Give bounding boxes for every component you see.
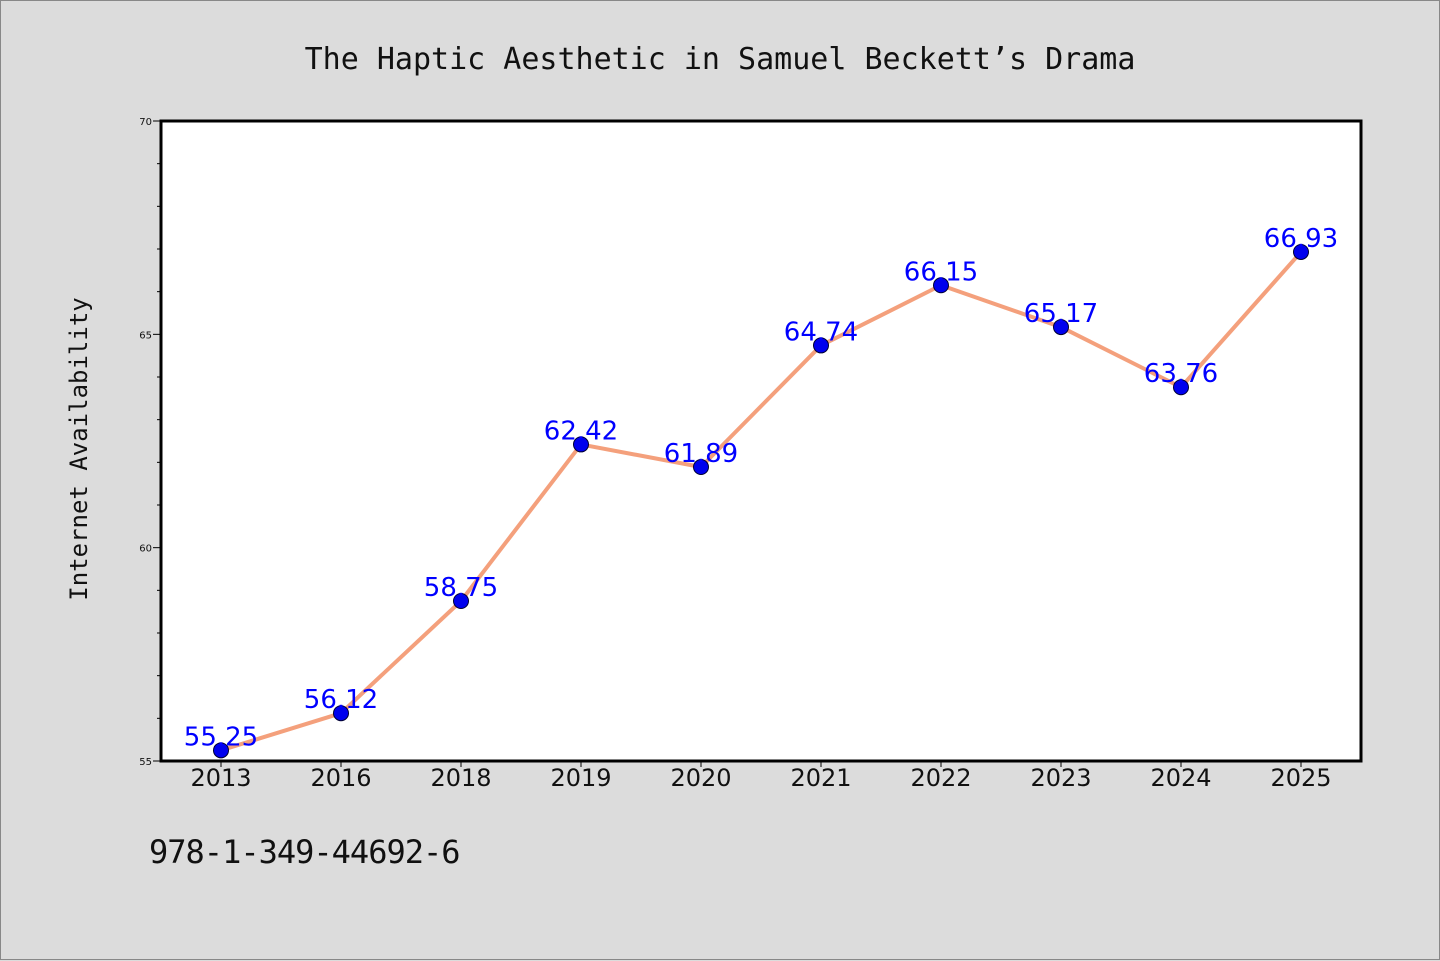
data-label: 65.17 [1024, 299, 1098, 329]
x-axis: 2013 2016 2018 2019 2020 2021 2022 2023 2024 2025 [190, 761, 1332, 792]
data-point [333, 705, 349, 722]
y-tick-label: 65 [139, 330, 152, 341]
data-label: 63.76 [1144, 359, 1218, 389]
data-point [813, 337, 829, 354]
x-tick-label: 2021 [790, 764, 851, 792]
data-label: 66.93 [1264, 224, 1338, 254]
x-tick-label: 2024 [1150, 764, 1211, 792]
y-axis-label: Internet Availability [65, 297, 93, 600]
data-label: 56.12 [304, 685, 378, 715]
series-line [220, 250, 1303, 753]
y-axis: 55 60 65 70 [139, 117, 161, 768]
data-label: 62.42 [544, 416, 618, 446]
data-point [933, 277, 949, 294]
data-label: 64.74 [784, 317, 858, 347]
data-point [693, 459, 709, 476]
x-tick-label: 2023 [1030, 764, 1091, 792]
data-label: 66.15 [904, 257, 978, 287]
data-label: 61.89 [664, 439, 738, 469]
chart-title: The Haptic Aesthetic in Samuel Beckett’s… [305, 42, 1136, 77]
data-point [453, 593, 469, 609]
data-label: 58.75 [424, 573, 498, 603]
data-label: 55.25 [184, 722, 258, 752]
x-tick-label: 2020 [670, 764, 731, 792]
y-tick-label: 70 [139, 117, 152, 128]
y-tick-label: 60 [139, 544, 152, 555]
y-tick-label: 55 [139, 757, 152, 768]
data-point [1053, 319, 1069, 336]
x-tick-label: 2025 [1270, 764, 1331, 792]
data-point [213, 742, 229, 759]
x-tick-label: 2018 [430, 764, 491, 792]
plot-area [159, 119, 1363, 763]
data-point [1293, 243, 1309, 260]
x-tick-label: 2019 [550, 764, 611, 792]
x-tick-label: 2022 [910, 764, 971, 792]
isbn-footer: 978-1-349-44692-6 [149, 833, 461, 871]
data-point [573, 436, 589, 453]
x-tick-label: 2013 [190, 764, 251, 792]
series-layer: 55.25 56.12 58.75 62.42 61.89 64.74 66.15 65.17… [184, 224, 1338, 759]
data-point [1173, 379, 1189, 396]
x-tick-label: 2016 [310, 764, 371, 792]
